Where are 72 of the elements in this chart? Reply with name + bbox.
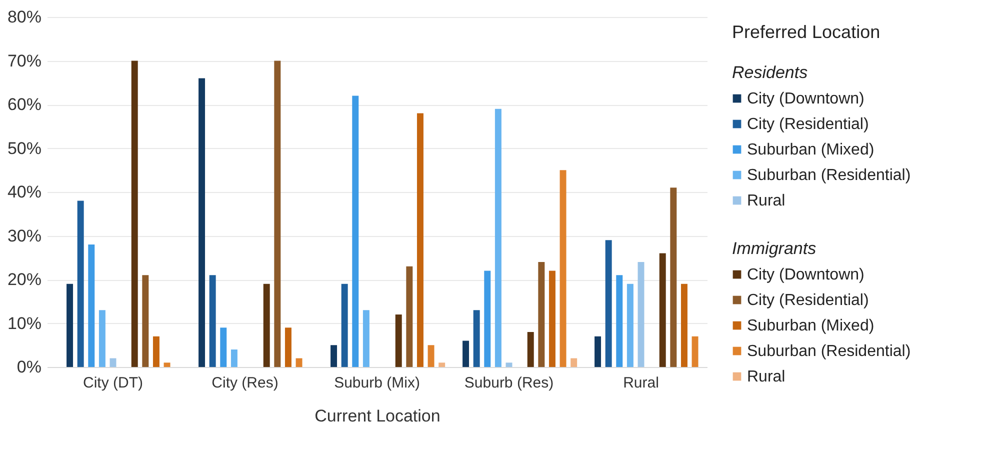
legend-label: City (Residential) bbox=[747, 116, 869, 133]
bar bbox=[152, 336, 160, 367]
bar bbox=[110, 358, 116, 367]
y-tick-label: 30% bbox=[7, 226, 42, 246]
legend-title: Preferred Location bbox=[732, 22, 880, 42]
bar bbox=[296, 358, 302, 367]
bar bbox=[462, 340, 470, 367]
legend-label: Suburban (Mixed) bbox=[747, 142, 874, 158]
bar bbox=[626, 284, 634, 367]
legend-label: Suburban (Residential) bbox=[747, 167, 911, 184]
bar bbox=[484, 270, 491, 367]
bar bbox=[263, 284, 270, 367]
bar bbox=[352, 96, 359, 367]
bar bbox=[506, 362, 512, 367]
bar bbox=[473, 310, 480, 367]
bar bbox=[330, 345, 338, 367]
bar bbox=[570, 358, 578, 367]
bar bbox=[680, 284, 688, 367]
bar bbox=[538, 262, 545, 367]
y-tick-label: 70% bbox=[7, 51, 42, 70]
bar bbox=[638, 262, 644, 367]
x-tick-label: City (Res) bbox=[212, 374, 278, 392]
bar bbox=[548, 270, 556, 367]
bar bbox=[198, 78, 206, 367]
bar bbox=[659, 253, 666, 367]
bar bbox=[560, 170, 566, 367]
legend-label: Rural bbox=[747, 192, 786, 210]
bar bbox=[209, 275, 216, 367]
bar bbox=[670, 188, 677, 367]
bar bbox=[66, 284, 74, 367]
x-tick-label: Suburb (Mix) bbox=[334, 374, 420, 392]
bar bbox=[98, 310, 106, 367]
bar bbox=[142, 275, 149, 367]
bar bbox=[605, 240, 612, 367]
y-tick-label: 60% bbox=[7, 95, 42, 114]
y-tick-label: 0% bbox=[16, 358, 42, 376]
bar bbox=[131, 60, 138, 367]
bar bbox=[594, 336, 602, 367]
y-tick-label: 40% bbox=[7, 182, 42, 202]
bar bbox=[616, 275, 623, 367]
legend-label: City (Downtown) bbox=[747, 90, 864, 108]
bar bbox=[341, 284, 348, 367]
bar bbox=[438, 362, 446, 367]
bar bbox=[220, 328, 227, 367]
x-axis-title: Current Location bbox=[314, 406, 440, 426]
bar bbox=[88, 244, 95, 367]
legend-label: Suburban (Residential) bbox=[747, 343, 911, 360]
legend-label: City (Downtown) bbox=[747, 266, 864, 284]
bar bbox=[274, 60, 281, 367]
bar bbox=[77, 200, 84, 367]
y-tick-label: 50% bbox=[7, 138, 42, 158]
legend-label: City (Residential) bbox=[747, 292, 869, 309]
y-tick-label: 10% bbox=[7, 314, 42, 333]
bar bbox=[527, 332, 534, 367]
bar bbox=[416, 113, 424, 367]
bar bbox=[164, 362, 170, 367]
bar bbox=[428, 345, 434, 367]
text: Residents bbox=[732, 63, 808, 82]
y-tick-label: 80% bbox=[7, 8, 42, 26]
bar bbox=[406, 266, 413, 367]
bar bbox=[692, 336, 698, 367]
bar bbox=[494, 108, 502, 367]
text: Immigrants bbox=[732, 239, 817, 258]
x-tick-label: Rural bbox=[623, 374, 659, 392]
y-tick-label: 20% bbox=[7, 270, 42, 289]
x-tick-label: City (DT) bbox=[83, 374, 143, 392]
bar bbox=[395, 314, 402, 367]
bar bbox=[284, 328, 292, 367]
bar bbox=[230, 350, 238, 367]
x-tick-label: Suburb (Res) bbox=[464, 374, 554, 392]
legend-label: Suburban (Mixed) bbox=[747, 318, 874, 334]
bar bbox=[362, 310, 370, 367]
